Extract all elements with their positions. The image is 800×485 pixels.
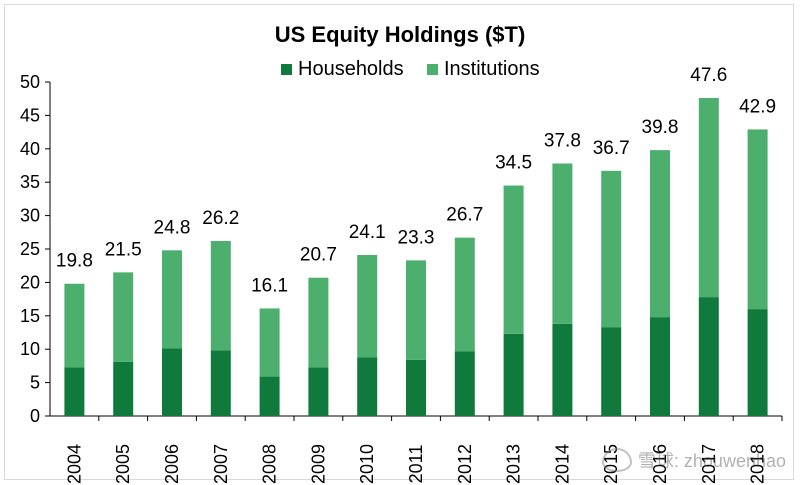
x-tick-label-2012: 2012 [455, 444, 475, 484]
x-tick-label-2008: 2008 [260, 444, 280, 484]
y-tick-label: 10 [20, 339, 40, 359]
bar-households-2011 [406, 359, 426, 416]
snowball-logo-icon [601, 448, 632, 472]
bar-institutions-2013 [503, 185, 524, 334]
bar-households-2010 [357, 357, 378, 416]
bar-households-2005 [113, 361, 134, 416]
bar-households-2015 [601, 327, 622, 416]
data-label-total-2013: 34.5 [495, 153, 532, 174]
legend-label-institutions: Institutions [444, 58, 540, 80]
data-label-total-2008: 16.1 [251, 275, 288, 296]
y-tick-label: 40 [20, 139, 40, 159]
bar-institutions-2006 [162, 250, 182, 349]
y-tick-label: 45 [20, 105, 40, 125]
data-label-total-2016: 39.8 [642, 117, 679, 138]
watermark: 雪球: zhouwenhao [601, 447, 786, 473]
data-label-total-2010: 24.1 [349, 222, 386, 243]
y-tick-label: 15 [20, 306, 40, 326]
bar-households-2004 [64, 367, 85, 416]
y-tick-label: 25 [20, 239, 40, 259]
bar-households-2008 [259, 376, 280, 416]
bar-institutions-2007 [210, 240, 231, 351]
bar-households-2014 [552, 323, 573, 416]
data-label-total-2017: 47.6 [690, 65, 727, 86]
legend-swatch-institutions [427, 64, 438, 75]
x-tick-label-2005: 2005 [113, 444, 133, 484]
x-tick-label-2006: 2006 [162, 444, 182, 484]
bar-institutions-2017 [698, 98, 719, 298]
data-label-total-2012: 26.7 [446, 205, 483, 226]
bar-households-2018 [747, 309, 768, 416]
legend-swatch-households [281, 64, 292, 75]
x-tick-label-2014: 2014 [552, 444, 572, 484]
x-tick-label-2009: 2009 [308, 444, 328, 484]
bar-institutions-2011 [406, 260, 426, 360]
data-label-total-2007: 26.2 [202, 208, 239, 229]
y-tick-label: 5 [30, 373, 40, 393]
bar-households-2013 [503, 333, 524, 416]
chart-title: US Equity Holdings ($T) [275, 22, 526, 47]
x-tick-label-2010: 2010 [357, 444, 377, 484]
bar-institutions-2008 [259, 308, 280, 377]
y-tick-label: 0 [30, 406, 40, 426]
y-tick-label: 20 [20, 272, 40, 292]
data-label-total-2011: 23.3 [398, 227, 435, 248]
x-tick-label-2011: 2011 [406, 445, 426, 484]
x-tick-label-2007: 2007 [211, 444, 231, 484]
watermark-text: 雪球: zhouwenhao [637, 451, 786, 471]
bar-institutions-2004 [64, 283, 85, 368]
y-tick-label: 30 [20, 206, 40, 226]
bar-institutions-2009 [308, 277, 329, 368]
bar-households-2006 [162, 348, 182, 416]
bar-households-2012 [454, 351, 475, 416]
bar-households-2016 [650, 317, 670, 416]
y-tick-label: 50 [20, 72, 40, 92]
bar-institutions-2014 [552, 163, 573, 324]
bar-institutions-2018 [747, 129, 768, 310]
data-label-total-2005: 21.5 [105, 239, 142, 260]
data-label-total-2018: 42.9 [739, 96, 776, 117]
bar-households-2007 [210, 350, 231, 416]
y-tick-label: 35 [20, 172, 40, 192]
x-tick-label-2017: 2017 [699, 444, 719, 484]
data-label-total-2009: 20.7 [300, 245, 337, 266]
x-tick-label-2016: 2016 [650, 444, 670, 484]
x-tick-label-2004: 2004 [64, 444, 84, 484]
data-label-total-2014: 37.8 [544, 130, 581, 151]
bar-institutions-2005 [113, 272, 134, 362]
bar-institutions-2010 [357, 255, 378, 358]
data-label-total-2015: 36.7 [593, 138, 630, 159]
bar-institutions-2015 [601, 170, 622, 328]
data-label-total-2004: 19.8 [56, 251, 93, 272]
legend-label-households: Households [298, 58, 404, 80]
bar-households-2009 [308, 367, 329, 416]
x-tick-label-2013: 2013 [504, 444, 524, 484]
data-label-total-2006: 24.8 [154, 217, 191, 238]
bar-institutions-2016 [650, 150, 670, 318]
bar-institutions-2012 [454, 237, 475, 352]
bar-households-2017 [698, 297, 719, 416]
x-tick-label-2018: 2018 [748, 444, 768, 484]
